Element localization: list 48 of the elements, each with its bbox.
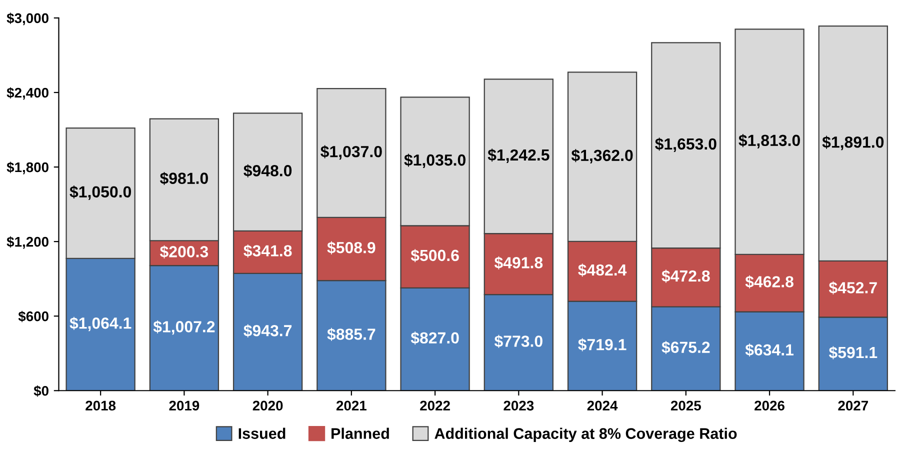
x-tick-label: 2025 — [670, 400, 701, 411]
data-label: $1,813.0 — [738, 134, 800, 148]
x-tick-label: 2020 — [252, 400, 283, 411]
data-label: $1,064.1 — [70, 316, 132, 332]
legend-label: Issued — [238, 428, 286, 439]
data-label: $1,037.0 — [320, 145, 382, 160]
x-tick-label: 2023 — [504, 400, 534, 411]
data-label: $773.0 — [494, 334, 542, 348]
data-label: $948.0 — [244, 164, 292, 178]
data-label: $885.7 — [327, 328, 376, 341]
data-label: $1,035.0 — [404, 154, 466, 168]
data-label: $341.8 — [244, 244, 292, 258]
x-tick-label: 2021 — [336, 400, 366, 411]
data-label: $943.7 — [244, 324, 292, 338]
data-label: $491.8 — [494, 256, 543, 270]
data-label: $827.0 — [410, 332, 459, 345]
data-label: $200.3 — [160, 245, 208, 258]
data-label: $1,242.5 — [488, 148, 550, 163]
y-tick-label: $3,000 — [6, 12, 48, 26]
data-label: $634.1 — [745, 344, 794, 357]
y-tick-label: $1,800 — [6, 162, 48, 174]
data-label: $1,362.0 — [571, 149, 633, 164]
x-tick-label: 2027 — [838, 400, 868, 411]
data-label: $452.7 — [828, 281, 877, 294]
data-label: $482.4 — [578, 264, 627, 277]
data-label: $591.1 — [828, 346, 878, 360]
x-tick-label: 2024 — [587, 400, 618, 411]
data-label: $508.9 — [327, 241, 376, 254]
data-label: $981.0 — [160, 172, 208, 186]
x-tick-label: 2018 — [86, 400, 116, 411]
x-tick-label: 2022 — [420, 400, 450, 411]
data-label: $1,891.0 — [822, 136, 884, 150]
data-label: $1,653.0 — [655, 138, 716, 152]
data-label: $472.8 — [662, 270, 710, 283]
data-label: $719.1 — [578, 338, 626, 352]
data-label: $675.2 — [662, 340, 710, 354]
y-tick-label: $0 — [34, 385, 48, 397]
data-label: $1,007.2 — [153, 320, 215, 335]
y-tick-label: $2,400 — [6, 87, 48, 100]
y-tick-label: $1,200 — [6, 236, 48, 249]
x-tick-label: 2019 — [169, 400, 200, 411]
legend-label: Additional Capacity at 8% Coverage Ratio — [434, 428, 737, 442]
data-label: $500.6 — [410, 249, 459, 262]
y-tick-label: $600 — [18, 310, 48, 322]
data-label: $1,050.0 — [70, 186, 132, 200]
legend-label: Planned — [332, 428, 389, 439]
data-label: $462.8 — [745, 275, 794, 288]
x-tick-label: 2026 — [754, 400, 784, 411]
